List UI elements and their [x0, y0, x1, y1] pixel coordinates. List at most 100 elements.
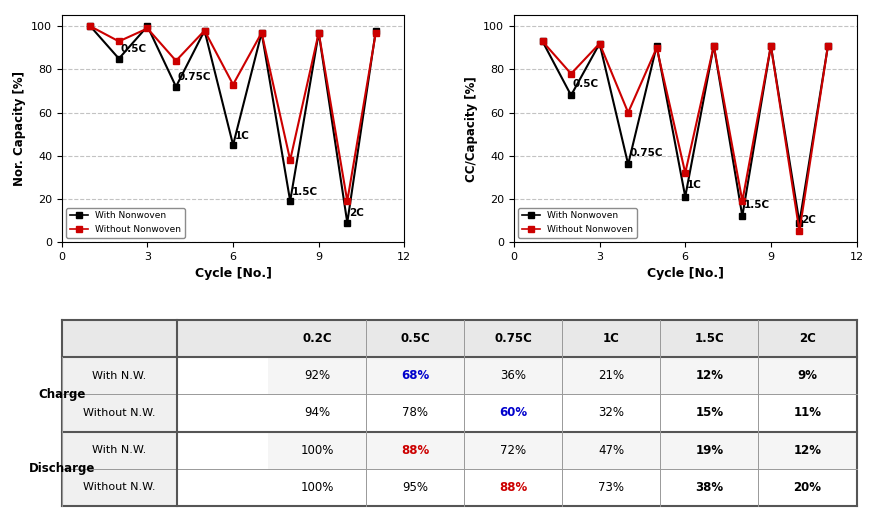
With Nonwoven: [256, 29, 267, 36]
Bar: [268, 394, 857, 431]
Text: 92%: 92%: [305, 369, 330, 382]
Text: 1.5C: 1.5C: [291, 187, 318, 197]
Text: 2C: 2C: [799, 332, 816, 345]
With Nonwoven: [594, 40, 605, 46]
Without Nonwoven: [566, 71, 577, 77]
Text: 12%: 12%: [794, 444, 821, 457]
Text: 2C: 2C: [349, 208, 364, 218]
With Nonwoven: [285, 198, 296, 204]
Line: Without Nonwoven: Without Nonwoven: [539, 38, 832, 235]
Without Nonwoven: [228, 82, 238, 88]
Text: 0.75C: 0.75C: [630, 148, 663, 158]
Text: Without N.W.: Without N.W.: [83, 482, 155, 492]
Text: 78%: 78%: [403, 407, 428, 420]
Without Nonwoven: [623, 109, 633, 116]
Without Nonwoven: [170, 58, 181, 64]
With Nonwoven: [680, 194, 691, 200]
Text: 0.75C: 0.75C: [494, 332, 532, 345]
Text: 0.75C: 0.75C: [177, 72, 211, 83]
With Nonwoven: [200, 27, 210, 34]
Text: 20%: 20%: [794, 480, 821, 494]
Text: 36%: 36%: [501, 369, 526, 382]
Text: 94%: 94%: [305, 407, 330, 420]
Without Nonwoven: [85, 23, 95, 29]
Bar: [268, 358, 857, 394]
With Nonwoven: [313, 29, 324, 36]
Without Nonwoven: [114, 38, 125, 44]
Line: Without Nonwoven: Without Nonwoven: [87, 23, 380, 204]
Without Nonwoven: [142, 25, 153, 31]
Legend: With Nonwoven, Without Nonwoven: With Nonwoven, Without Nonwoven: [66, 208, 185, 237]
Without Nonwoven: [737, 198, 748, 204]
Text: 38%: 38%: [696, 480, 723, 494]
X-axis label: Cycle [No.]: Cycle [No.]: [646, 267, 724, 280]
Without Nonwoven: [766, 43, 776, 49]
With Nonwoven: [371, 27, 381, 34]
Text: Discharge: Discharge: [28, 462, 95, 475]
Line: With Nonwoven: With Nonwoven: [539, 38, 832, 226]
Without Nonwoven: [285, 157, 296, 163]
Y-axis label: Nor. Capacity [%]: Nor. Capacity [%]: [12, 71, 26, 186]
Y-axis label: CC/Capacity [%]: CC/Capacity [%]: [464, 76, 478, 182]
Text: 11%: 11%: [794, 407, 821, 420]
Text: 88%: 88%: [500, 480, 527, 494]
Text: 68%: 68%: [402, 369, 429, 382]
Text: 1C: 1C: [687, 180, 701, 190]
Bar: [62, 358, 177, 506]
Text: 2C: 2C: [801, 215, 816, 225]
With Nonwoven: [114, 56, 125, 62]
Text: Charge: Charge: [38, 388, 86, 401]
With Nonwoven: [228, 142, 238, 148]
Text: 95%: 95%: [403, 480, 428, 494]
Text: 73%: 73%: [599, 480, 624, 494]
Without Nonwoven: [537, 38, 547, 44]
Bar: [268, 469, 857, 506]
Text: 47%: 47%: [599, 444, 624, 457]
With Nonwoven: [85, 23, 95, 29]
With Nonwoven: [652, 43, 662, 49]
Text: 0.5C: 0.5C: [401, 332, 430, 345]
Text: 1C: 1C: [603, 332, 620, 345]
Without Nonwoven: [342, 198, 352, 204]
Legend: With Nonwoven, Without Nonwoven: With Nonwoven, Without Nonwoven: [518, 208, 637, 237]
Text: With N.W.: With N.W.: [93, 371, 147, 381]
Text: 1.5C: 1.5C: [743, 200, 770, 209]
Text: With N.W.: With N.W.: [93, 445, 147, 455]
Text: 12%: 12%: [696, 369, 723, 382]
Without Nonwoven: [652, 45, 662, 51]
Text: 60%: 60%: [500, 407, 527, 420]
Bar: [62, 320, 857, 358]
Text: 100%: 100%: [301, 480, 334, 494]
Text: 88%: 88%: [402, 444, 429, 457]
Without Nonwoven: [594, 40, 605, 46]
Text: 0.5C: 0.5C: [572, 79, 599, 89]
Text: 1C: 1C: [235, 131, 249, 141]
With Nonwoven: [537, 38, 547, 44]
Without Nonwoven: [256, 29, 267, 36]
Text: 0.2C: 0.2C: [303, 332, 332, 345]
Text: 21%: 21%: [599, 369, 624, 382]
Without Nonwoven: [794, 228, 804, 234]
Without Nonwoven: [823, 43, 834, 49]
With Nonwoven: [170, 84, 181, 90]
Text: 72%: 72%: [501, 444, 526, 457]
Bar: [268, 431, 857, 469]
With Nonwoven: [623, 162, 633, 168]
Without Nonwoven: [371, 29, 381, 36]
Text: 19%: 19%: [696, 444, 723, 457]
With Nonwoven: [737, 213, 748, 219]
With Nonwoven: [566, 92, 577, 99]
Text: 0.5C: 0.5C: [120, 44, 147, 54]
With Nonwoven: [766, 43, 776, 49]
Without Nonwoven: [708, 43, 719, 49]
With Nonwoven: [342, 219, 352, 225]
Text: 100%: 100%: [301, 444, 334, 457]
Without Nonwoven: [313, 29, 324, 36]
Text: 1.5C: 1.5C: [695, 332, 724, 345]
Without Nonwoven: [680, 170, 691, 176]
With Nonwoven: [794, 219, 804, 225]
Text: Without N.W.: Without N.W.: [83, 408, 155, 418]
With Nonwoven: [142, 23, 153, 29]
Line: With Nonwoven: With Nonwoven: [87, 23, 380, 226]
With Nonwoven: [708, 43, 719, 49]
